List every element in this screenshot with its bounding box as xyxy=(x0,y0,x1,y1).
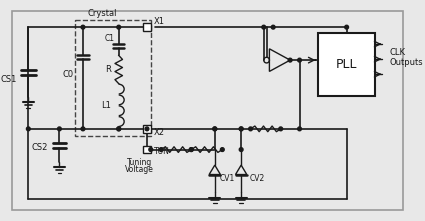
Bar xyxy=(143,146,151,153)
Circle shape xyxy=(239,127,243,131)
Circle shape xyxy=(159,148,163,151)
Circle shape xyxy=(190,148,193,151)
Text: Voltage: Voltage xyxy=(125,165,154,174)
Circle shape xyxy=(345,25,348,29)
Circle shape xyxy=(262,25,266,29)
Bar xyxy=(143,125,151,133)
Circle shape xyxy=(26,127,30,131)
Text: PLL: PLL xyxy=(336,58,357,71)
Text: CS1: CS1 xyxy=(1,75,17,84)
Text: C1: C1 xyxy=(105,34,115,43)
Circle shape xyxy=(239,148,243,151)
Text: CV2: CV2 xyxy=(249,174,265,183)
Bar xyxy=(143,23,151,31)
Circle shape xyxy=(81,25,85,29)
Text: CLK
Outputs: CLK Outputs xyxy=(389,48,422,67)
Circle shape xyxy=(213,127,217,131)
Text: Tuning: Tuning xyxy=(127,158,152,167)
Circle shape xyxy=(288,58,292,62)
Circle shape xyxy=(190,148,193,151)
Text: CS2: CS2 xyxy=(32,143,48,152)
Bar xyxy=(75,20,151,136)
Circle shape xyxy=(57,127,61,131)
Circle shape xyxy=(213,127,217,131)
Text: L1: L1 xyxy=(101,101,111,110)
Circle shape xyxy=(221,148,224,151)
Text: X1: X1 xyxy=(153,17,164,26)
Text: C0: C0 xyxy=(62,70,74,79)
Circle shape xyxy=(149,148,153,151)
Circle shape xyxy=(81,127,85,131)
Circle shape xyxy=(145,127,149,131)
Bar xyxy=(318,33,375,96)
Text: X2: X2 xyxy=(153,128,164,137)
Circle shape xyxy=(239,127,243,131)
Circle shape xyxy=(117,25,121,29)
Circle shape xyxy=(279,127,283,131)
Circle shape xyxy=(298,127,301,131)
Circle shape xyxy=(298,58,301,62)
Text: R: R xyxy=(105,65,111,74)
Text: TUN: TUN xyxy=(153,147,170,156)
Circle shape xyxy=(271,25,275,29)
Circle shape xyxy=(249,127,252,131)
Circle shape xyxy=(117,127,121,131)
Text: CV1: CV1 xyxy=(219,174,235,183)
Text: Crystal: Crystal xyxy=(87,9,116,18)
Circle shape xyxy=(117,127,121,131)
